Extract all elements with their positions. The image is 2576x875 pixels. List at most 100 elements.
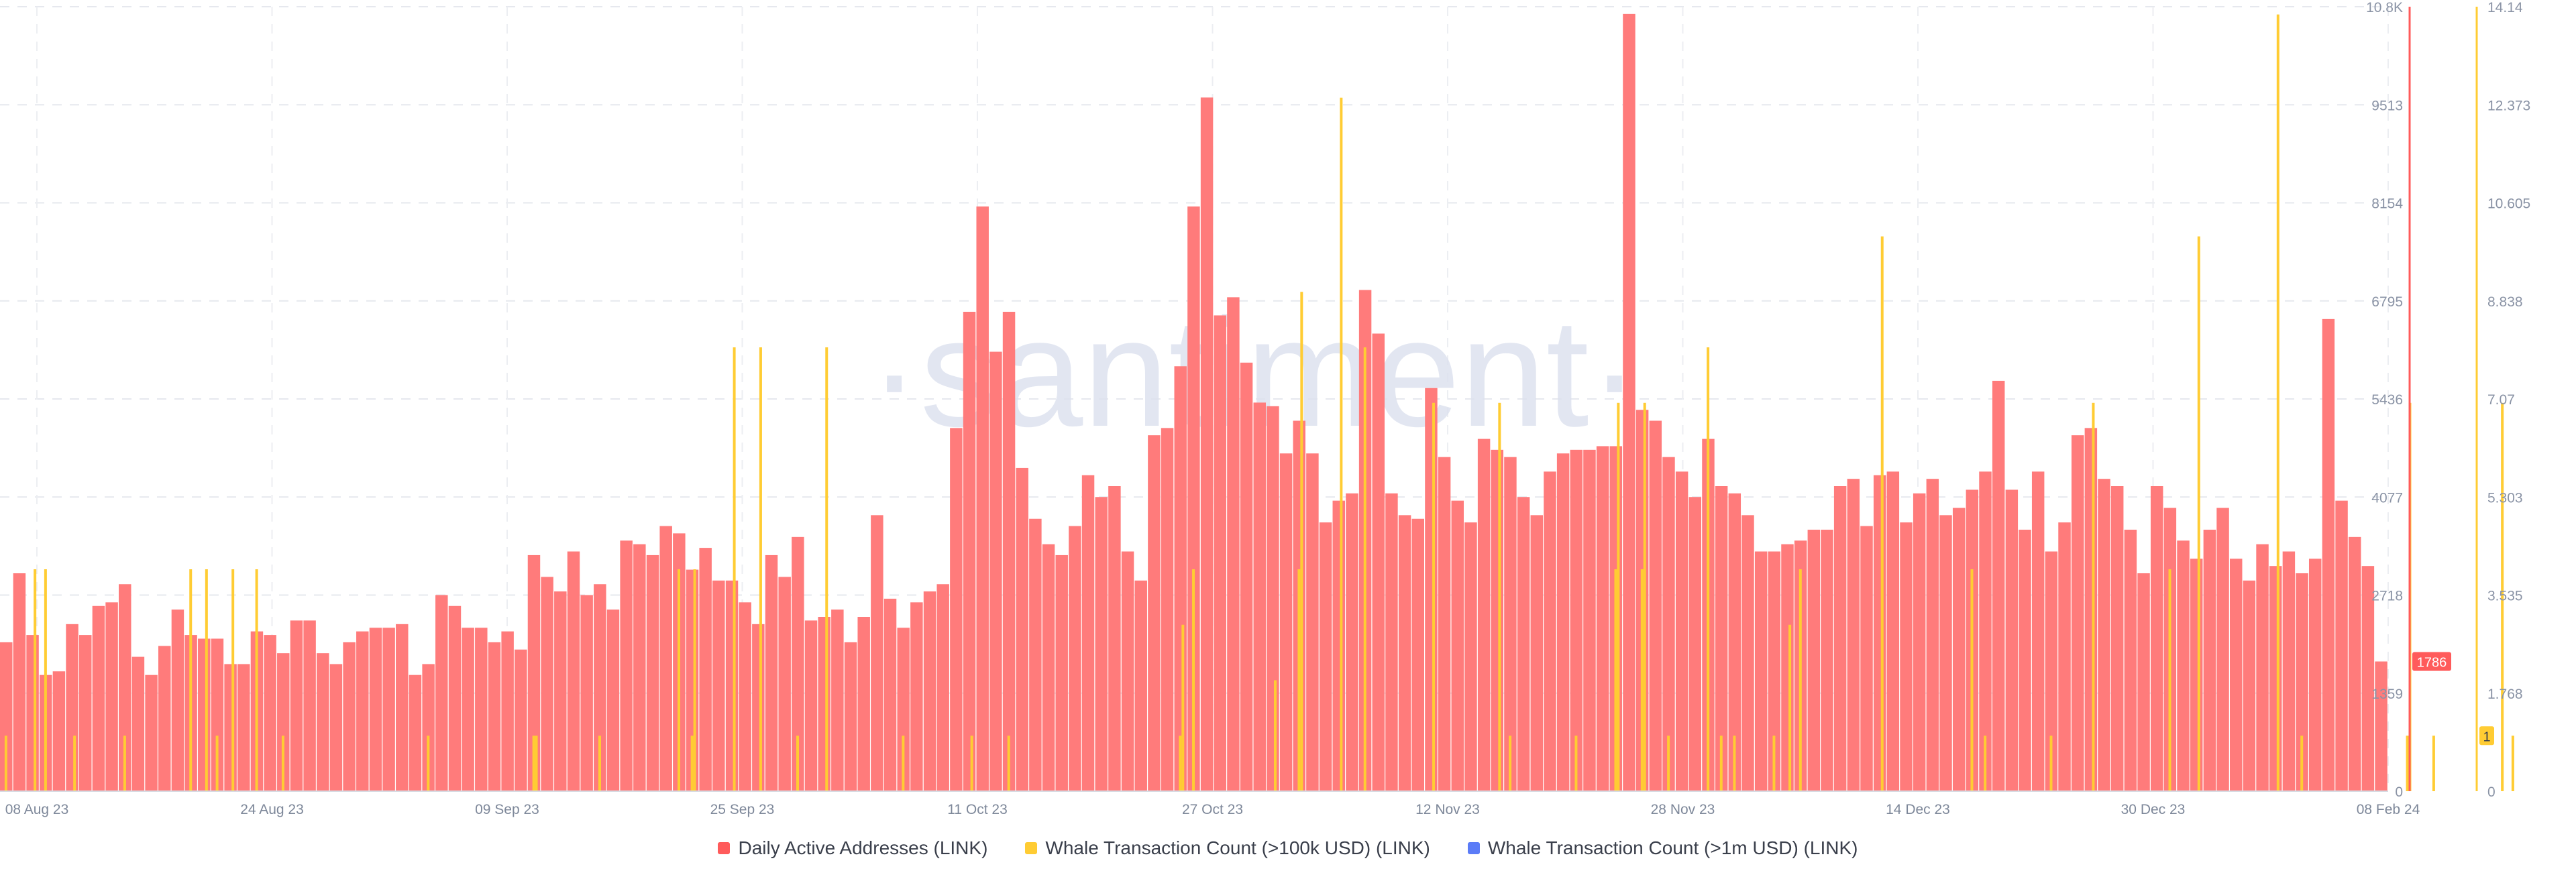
left-last-value-badge [2412, 652, 2451, 671]
whale-bar [2432, 736, 2435, 791]
whale-spike [2276, 14, 2279, 792]
daa-bar [1926, 479, 1939, 791]
daa-bar [1556, 453, 1570, 791]
daa-bar [554, 591, 567, 791]
whale-bar [1297, 569, 1301, 791]
daa-bar [752, 624, 765, 791]
daa-bar [976, 206, 989, 792]
left-tick-label: 10.8K [2366, 0, 2403, 15]
daa-bar [369, 628, 382, 791]
daa-bar [105, 602, 118, 791]
right-axis-ticks: 0 1.768 3.535 5.303 7.07 8.838 10.605 12.373 14.… [2487, 0, 2530, 800]
daa-bar [2322, 318, 2335, 791]
daa-bar [409, 675, 422, 791]
daa-bar [237, 664, 250, 791]
left-tick-label: 6795 [2371, 294, 2403, 310]
daa-bar [936, 584, 949, 791]
whale-spike [1273, 680, 1277, 791]
legend-item-daily-active-addresses[interactable]: Daily Active Addresses (LINK) [718, 837, 987, 859]
daa-bar [1715, 486, 1728, 791]
daa-bar [2045, 551, 2058, 791]
daa-bar [475, 628, 488, 791]
daa-bar [871, 515, 883, 791]
left-tick-label: 0 [2395, 784, 2403, 800]
daa-bar [1623, 13, 1635, 791]
daa-bar [2071, 435, 2084, 791]
whale-spike [2197, 236, 2200, 791]
daa-bar [1161, 428, 1174, 791]
daa-bar [1451, 500, 1464, 791]
whale-spike [231, 569, 235, 791]
daa-bar [1491, 449, 1504, 791]
legend-item-whale-100k[interactable]: Whale Transaction Count (>100k USD) (LIN… [1025, 837, 1430, 859]
daa-bar [2098, 479, 2110, 791]
daa-bar [1939, 515, 1952, 791]
daa-bar [2190, 559, 2203, 791]
daa-bar [1807, 530, 1821, 791]
daa-bar [382, 628, 395, 791]
daa-bar [1886, 471, 1900, 791]
whale-bar [281, 736, 284, 791]
whale-bar [427, 736, 430, 791]
whale-bar [215, 736, 219, 791]
legend-item-whale-1m[interactable]: Whale Transaction Count (>1m USD) (LINK) [1467, 837, 1858, 859]
daa-bar [2110, 486, 2124, 791]
daa-bar [844, 642, 857, 791]
whale-bar [902, 736, 905, 791]
daa-bar [1108, 486, 1121, 791]
legend-swatch [1467, 842, 1480, 854]
daa-bar [1847, 479, 1860, 791]
daa-bar [580, 595, 593, 791]
whale-bar [2406, 736, 2409, 791]
whale-bar [1984, 736, 1987, 791]
left-last-value-text: 1786 [2417, 656, 2447, 670]
daa-bar [739, 602, 751, 791]
daa-bar [2216, 508, 2229, 791]
x-tick-label: 08 Aug 23 [5, 802, 69, 817]
daa-bar [224, 664, 237, 791]
daa-bar [2361, 566, 2375, 791]
daa-bar [343, 642, 356, 791]
daa-bar [2282, 551, 2296, 791]
whale-bar [690, 736, 694, 791]
daa-bar [2005, 489, 2019, 791]
daa-bar [317, 653, 329, 791]
daa-bar [1477, 439, 1491, 791]
daa-bar [1306, 453, 1319, 791]
whale-spike [733, 347, 736, 791]
daa-bar [1267, 406, 1279, 791]
daa-bar [2031, 471, 2045, 791]
whale-spike [205, 569, 208, 791]
daa-bar [1200, 97, 1214, 792]
left-tick-label: 2718 [2371, 589, 2403, 604]
daa-bar [2243, 580, 2256, 791]
whale-spike [693, 569, 696, 791]
whale-bar [2168, 569, 2171, 791]
daa-bar [883, 598, 897, 791]
right-tick-label: 8.838 [2487, 294, 2523, 310]
whale-spike [970, 736, 973, 791]
daa-bar [1398, 515, 1411, 791]
whale-bar [1007, 736, 1010, 791]
daa-bar [448, 605, 462, 791]
daa-bar [541, 577, 553, 791]
daa-bar [435, 595, 448, 791]
whale-spike [2501, 402, 2504, 791]
daa-bar [356, 631, 369, 791]
daa-bar [1662, 457, 1675, 791]
daa-bar [2335, 500, 2348, 791]
whale-bar [1192, 569, 1195, 791]
daa-bar [264, 635, 276, 791]
daa-bar [2229, 559, 2243, 791]
right-tick-label: 7.07 [2487, 392, 2515, 408]
daa-bar [1544, 471, 1556, 791]
daa-bar [2348, 536, 2361, 791]
daa-bar [1754, 551, 1768, 791]
daa-bar [1372, 333, 1385, 791]
right-last-value-text: 1 [2483, 730, 2490, 744]
whale-bar [255, 569, 258, 791]
daa-bar [396, 624, 409, 791]
daa-bar [2269, 566, 2282, 791]
daa-bar [1821, 530, 1833, 791]
right-tick-label: 14.14 [2487, 0, 2523, 15]
